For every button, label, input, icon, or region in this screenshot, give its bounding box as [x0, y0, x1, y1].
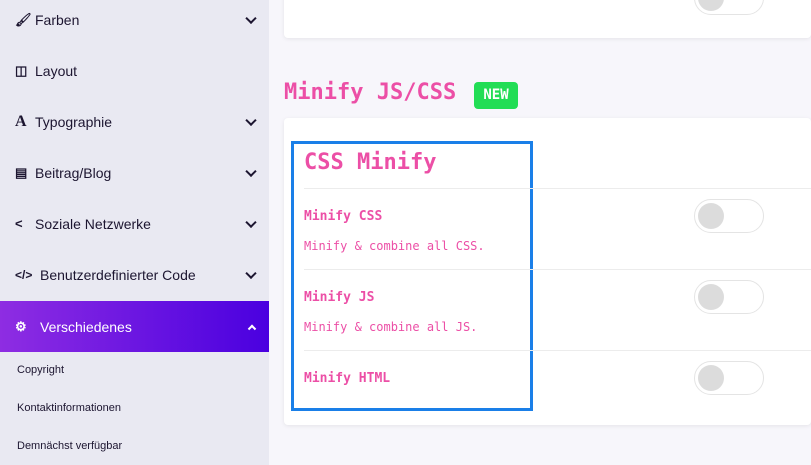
sidebar-item-code[interactable]: </> Benutzerdefinierter Code [0, 249, 269, 300]
previous-toggle[interactable] [694, 0, 764, 15]
minify-css-toggle[interactable] [694, 199, 764, 233]
new-badge: NEW [474, 82, 518, 109]
code-icon: </> [15, 267, 33, 282]
sidebar-item-verschiedenes[interactable]: ⚙ Verschiedenes [0, 301, 269, 352]
label: Typographie [35, 113, 113, 130]
cogs-icon: ⚙ [15, 318, 27, 334]
label: Benutzerdefinierter Code [40, 266, 196, 283]
columns-icon: ◫ [15, 62, 28, 78]
minify-html-toggle[interactable] [694, 361, 764, 395]
option-label: Minify CSS [304, 209, 383, 224]
divider [304, 188, 811, 189]
label: Verschiedenes [40, 318, 132, 335]
divider [304, 269, 811, 270]
option-description: Minify & combine all CSS. [304, 239, 485, 253]
sidebar-item-soziale-netzwerke[interactable]: < Soziale Netzwerke [0, 198, 269, 249]
subitem-copyright[interactable]: Copyright [17, 364, 65, 376]
label: Layout [35, 62, 78, 79]
newspaper-icon: ▤ [15, 164, 28, 180]
chevron-down-icon [245, 267, 257, 279]
brush-icon: 🖌 [15, 11, 32, 27]
font-icon: A [15, 112, 27, 130]
share-icon: < [15, 216, 23, 231]
section-title: Minify JS/CSS [284, 80, 457, 105]
sidebar: 🖌 Farben ◫ Layout A Typographie ▤ Beitrag/Bl… [0, 0, 269, 465]
subitem-demnaechst[interactable]: Demnächst verfügbar [17, 440, 123, 452]
sidebar-item-layout[interactable]: ◫ Layout [0, 45, 269, 96]
divider [304, 350, 811, 351]
option-label: Minify HTML [304, 371, 391, 386]
sidebar-item-beitrag-blog[interactable]: ▤ Beitrag/Blog [0, 147, 269, 198]
minify-js-toggle[interactable] [694, 280, 764, 314]
option-description: Minify & combine all JS. [304, 320, 478, 334]
card-title: CSS Minify [304, 150, 437, 175]
chevron-down-icon [245, 12, 257, 24]
chevron-down-icon [245, 165, 257, 177]
chevron-down-icon [245, 114, 257, 126]
chevron-up-icon [247, 324, 257, 333]
chevron-down-icon [245, 216, 257, 228]
label: Farben [35, 11, 80, 28]
label: Beitrag/Blog [35, 164, 112, 181]
label: Soziale Netzwerke [35, 215, 151, 232]
option-label: Minify JS [304, 290, 375, 305]
sidebar-item-typographie[interactable]: A Typographie [0, 96, 269, 147]
sidebar-item-farben[interactable]: 🖌 Farben [0, 0, 269, 45]
highlight-box [291, 141, 533, 411]
subitem-kontaktinformationen[interactable]: Kontaktinformationen [17, 402, 121, 414]
